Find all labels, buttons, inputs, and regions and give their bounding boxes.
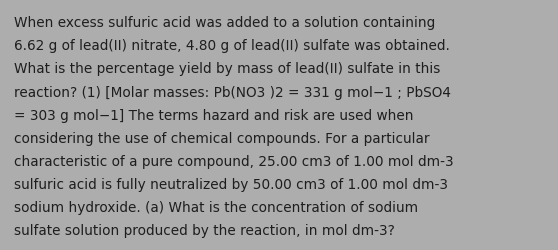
Text: sodium hydroxide. (a) What is the concentration of sodium: sodium hydroxide. (a) What is the concen…: [14, 200, 418, 214]
Text: sulfate solution produced by the reaction, in mol dm-3?: sulfate solution produced by the reactio…: [14, 223, 395, 237]
Text: sulfuric acid is fully neutralized by 50.00 cm3 of 1.00 mol dm-3: sulfuric acid is fully neutralized by 50…: [14, 177, 448, 191]
Text: = 303 g mol−1] The terms hazard and risk are used when: = 303 g mol−1] The terms hazard and risk…: [14, 108, 413, 122]
Text: When excess sulfuric acid was added to a solution containing: When excess sulfuric acid was added to a…: [14, 16, 435, 30]
Text: 6.62 g of lead(II) nitrate, 4.80 g of lead(II) sulfate was obtained.: 6.62 g of lead(II) nitrate, 4.80 g of le…: [14, 39, 450, 53]
Text: considering the use of chemical compounds. For a particular: considering the use of chemical compound…: [14, 131, 430, 145]
Text: characteristic of a pure compound, 25.00 cm3 of 1.00 mol dm-3: characteristic of a pure compound, 25.00…: [14, 154, 454, 168]
Text: What is the percentage yield by mass of lead(II) sulfate in this: What is the percentage yield by mass of …: [14, 62, 440, 76]
Text: reaction? (1) [Molar masses: Pb(NO3 )2 = 331 g mol−1 ; PbSO4: reaction? (1) [Molar masses: Pb(NO3 )2 =…: [14, 85, 451, 99]
